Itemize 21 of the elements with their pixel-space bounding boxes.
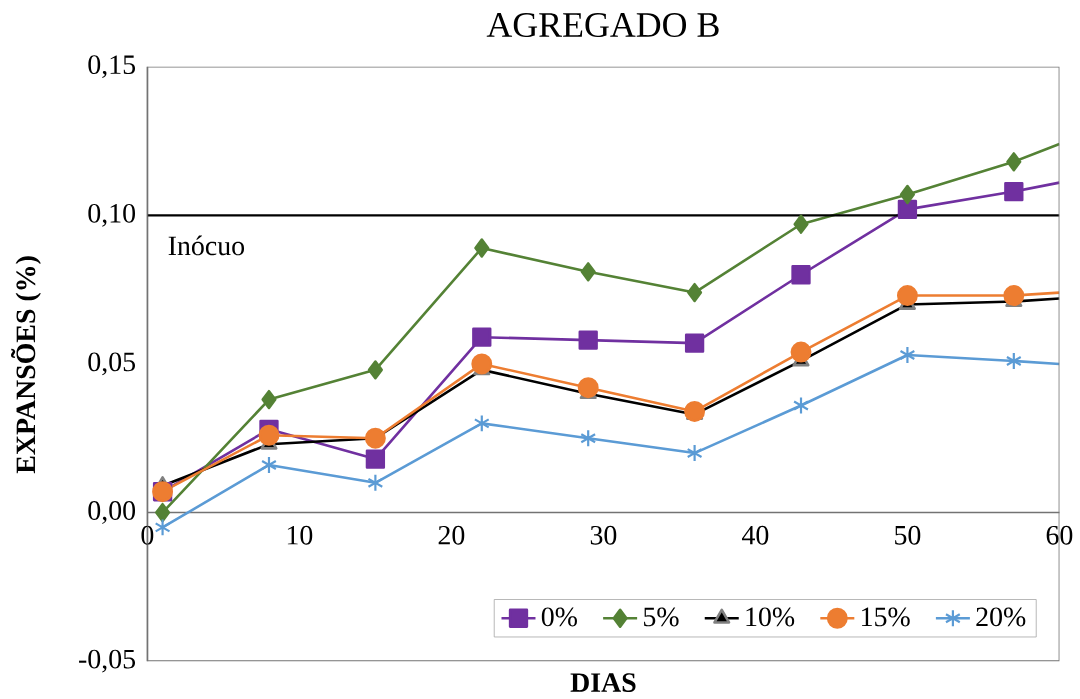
- x-tick-label: 60: [1046, 526, 1073, 545]
- y-tick-label: 0,15: [88, 55, 136, 79]
- y-tick-label: -0,05: [79, 649, 136, 673]
- x-tick-label: 20: [438, 526, 465, 545]
- x-tick-label: 40: [742, 526, 769, 545]
- chart-title: AGREGADO B: [486, 13, 719, 38]
- x-tick-label: 50: [895, 526, 921, 545]
- x-tick-label: 30: [590, 526, 617, 545]
- legend-label: 10%: [746, 607, 795, 627]
- y-tick-label: 0,10: [88, 204, 136, 227]
- legend-label: 0%: [541, 607, 577, 627]
- y-tick-label: 0,00: [88, 501, 136, 525]
- x-tick-label: 0: [141, 526, 154, 545]
- ref-line-label: Inócuo: [168, 235, 245, 256]
- x-axis-title: DIAS: [570, 673, 636, 693]
- legend-label: 5%: [644, 607, 679, 627]
- y-axis-title: EXPANSÕES (%): [11, 256, 41, 474]
- y-tick-label: 0,05: [88, 352, 136, 376]
- x-tick-label: 10: [287, 526, 313, 545]
- legend-label: 20%: [976, 607, 1026, 627]
- legend-label: 15%: [862, 607, 910, 627]
